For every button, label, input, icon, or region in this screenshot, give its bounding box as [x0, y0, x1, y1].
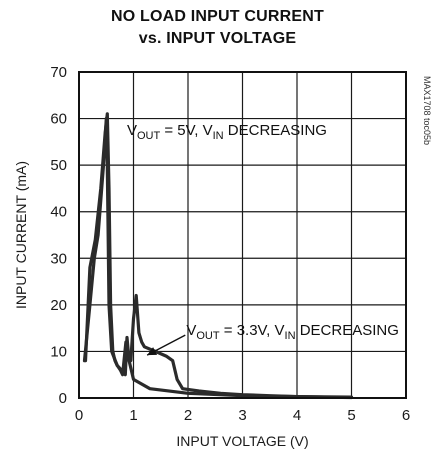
x-axis-label: INPUT VOLTAGE (V) — [176, 433, 308, 449]
x-tick-label: 1 — [129, 407, 137, 424]
annotation-3v3-end: DECREASING — [296, 322, 399, 339]
annotation-3v3-mid: = 3.3V, V — [220, 322, 285, 339]
x-tick-label: 5 — [347, 407, 355, 424]
chart-title-line1: NO LOAD INPUT CURRENT — [110, 8, 325, 25]
y-tick-label: 50 — [50, 157, 67, 174]
y-tick-label: 20 — [50, 297, 67, 314]
y-tick-label: 0 — [59, 390, 67, 407]
y-tick-label: 70 — [50, 64, 67, 81]
annotation-3v3: VOUT = 3.3V, VIN DECREASING — [186, 322, 399, 342]
annotation-5v-sub-in: IN — [213, 130, 224, 142]
y-tick-label: 60 — [50, 111, 67, 128]
annotation-arrow — [146, 334, 186, 356]
y-tick-label: 30 — [50, 250, 67, 267]
y-tick-label: 10 — [50, 343, 67, 360]
annotation-3v3-sub-out: OUT — [196, 330, 220, 342]
x-tick-label: 6 — [402, 407, 410, 424]
annotation-5v-mid: = 5V, V — [160, 122, 212, 139]
plot-frame — [78, 71, 407, 399]
annotation-5v-end: DECREASING — [224, 122, 327, 139]
y-tick-label: 40 — [50, 204, 67, 221]
x-tick-label: 3 — [238, 407, 246, 424]
annotation-3v3-v: V — [186, 322, 196, 339]
x-tick-label: 2 — [184, 407, 192, 424]
series-line-2 — [82, 117, 354, 400]
x-tick-label: 0 — [75, 407, 83, 424]
curves — [82, 112, 354, 400]
annotation-arrow-head — [147, 347, 158, 356]
annotation-5v: VOUT = 5V, VIN DECREASING — [127, 122, 327, 142]
chart-title-line2: vs. INPUT VOLTAGE — [138, 30, 297, 47]
side-code-label: MAX1708 toc05b — [422, 76, 432, 145]
y-tick-labels: 0 10 20 30 40 50 60 70 — [50, 64, 67, 407]
annotation-5v-sub-out: OUT — [137, 130, 161, 142]
x-tick-labels: 0 1 2 3 4 5 6 — [75, 407, 410, 424]
annotation-3v3-sub-in: IN — [285, 330, 296, 342]
annotation-5v-v: V — [127, 122, 137, 139]
y-axis-label: INPUT CURRENT (mA) — [13, 161, 29, 309]
x-tick-label: 4 — [293, 407, 301, 424]
grid — [79, 72, 406, 398]
